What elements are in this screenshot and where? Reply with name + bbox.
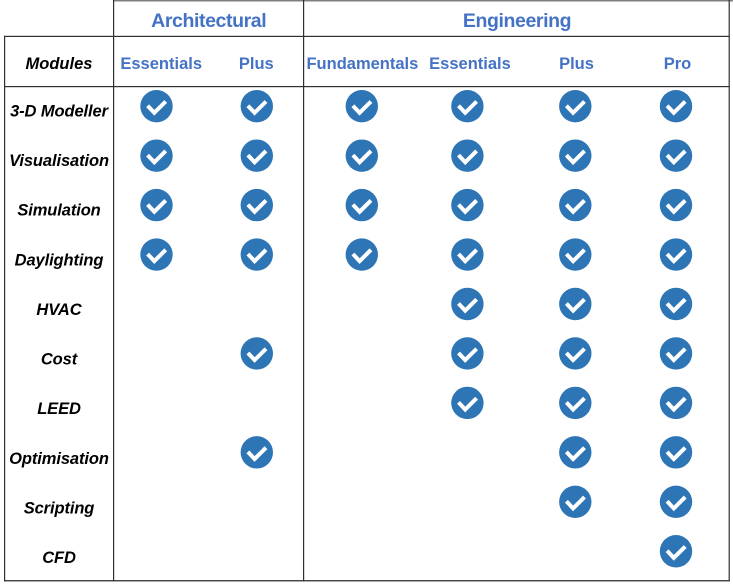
svg-text:Plus: Plus xyxy=(239,55,274,73)
svg-text:Simulation: Simulation xyxy=(17,202,100,220)
svg-text:Architectural: Architectural xyxy=(151,10,266,32)
svg-text:Daylighting: Daylighting xyxy=(15,251,104,269)
svg-text:Scripting: Scripting xyxy=(24,499,95,517)
svg-text:Optimisation: Optimisation xyxy=(9,450,109,468)
svg-text:CFD: CFD xyxy=(42,549,76,567)
svg-text:Essentials: Essentials xyxy=(429,55,511,73)
svg-text:LEED: LEED xyxy=(37,400,81,418)
svg-text:Pro: Pro xyxy=(664,55,692,73)
svg-text:Essentials: Essentials xyxy=(120,55,202,73)
svg-text:Plus: Plus xyxy=(559,55,594,73)
svg-text:Visualisation: Visualisation xyxy=(9,152,109,170)
svg-text:Modules: Modules xyxy=(26,55,93,73)
svg-text:Cost: Cost xyxy=(41,351,79,369)
svg-text:Fundamentals: Fundamentals xyxy=(306,55,418,73)
svg-text:3-D Modeller: 3-D Modeller xyxy=(10,102,109,120)
svg-text:HVAC: HVAC xyxy=(36,301,82,319)
svg-text:Engineering: Engineering xyxy=(463,10,571,32)
